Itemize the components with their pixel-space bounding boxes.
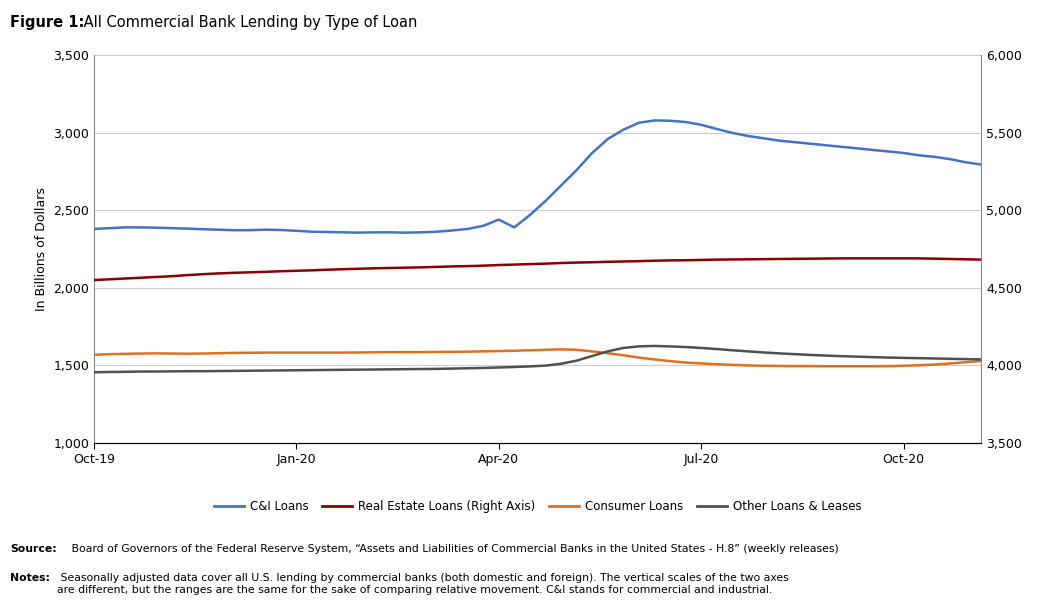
Text: All Commercial Bank Lending by Type of Loan: All Commercial Bank Lending by Type of L… — [79, 15, 418, 30]
Text: Seasonally adjusted data cover all U.S. lending by commercial banks (both domest: Seasonally adjusted data cover all U.S. … — [57, 573, 789, 595]
Y-axis label: In Billions of Dollars: In Billions of Dollars — [34, 187, 48, 311]
Text: Source:: Source: — [10, 544, 57, 554]
Legend: C&I Loans, Real Estate Loans (Right Axis), Consumer Loans, Other Loans & Leases: C&I Loans, Real Estate Loans (Right Axis… — [210, 495, 865, 518]
Text: Figure 1:: Figure 1: — [10, 15, 85, 30]
Text: Notes:: Notes: — [10, 573, 50, 583]
Text: Board of Governors of the Federal Reserve System, “Assets and Liabilities of Com: Board of Governors of the Federal Reserv… — [68, 544, 838, 554]
